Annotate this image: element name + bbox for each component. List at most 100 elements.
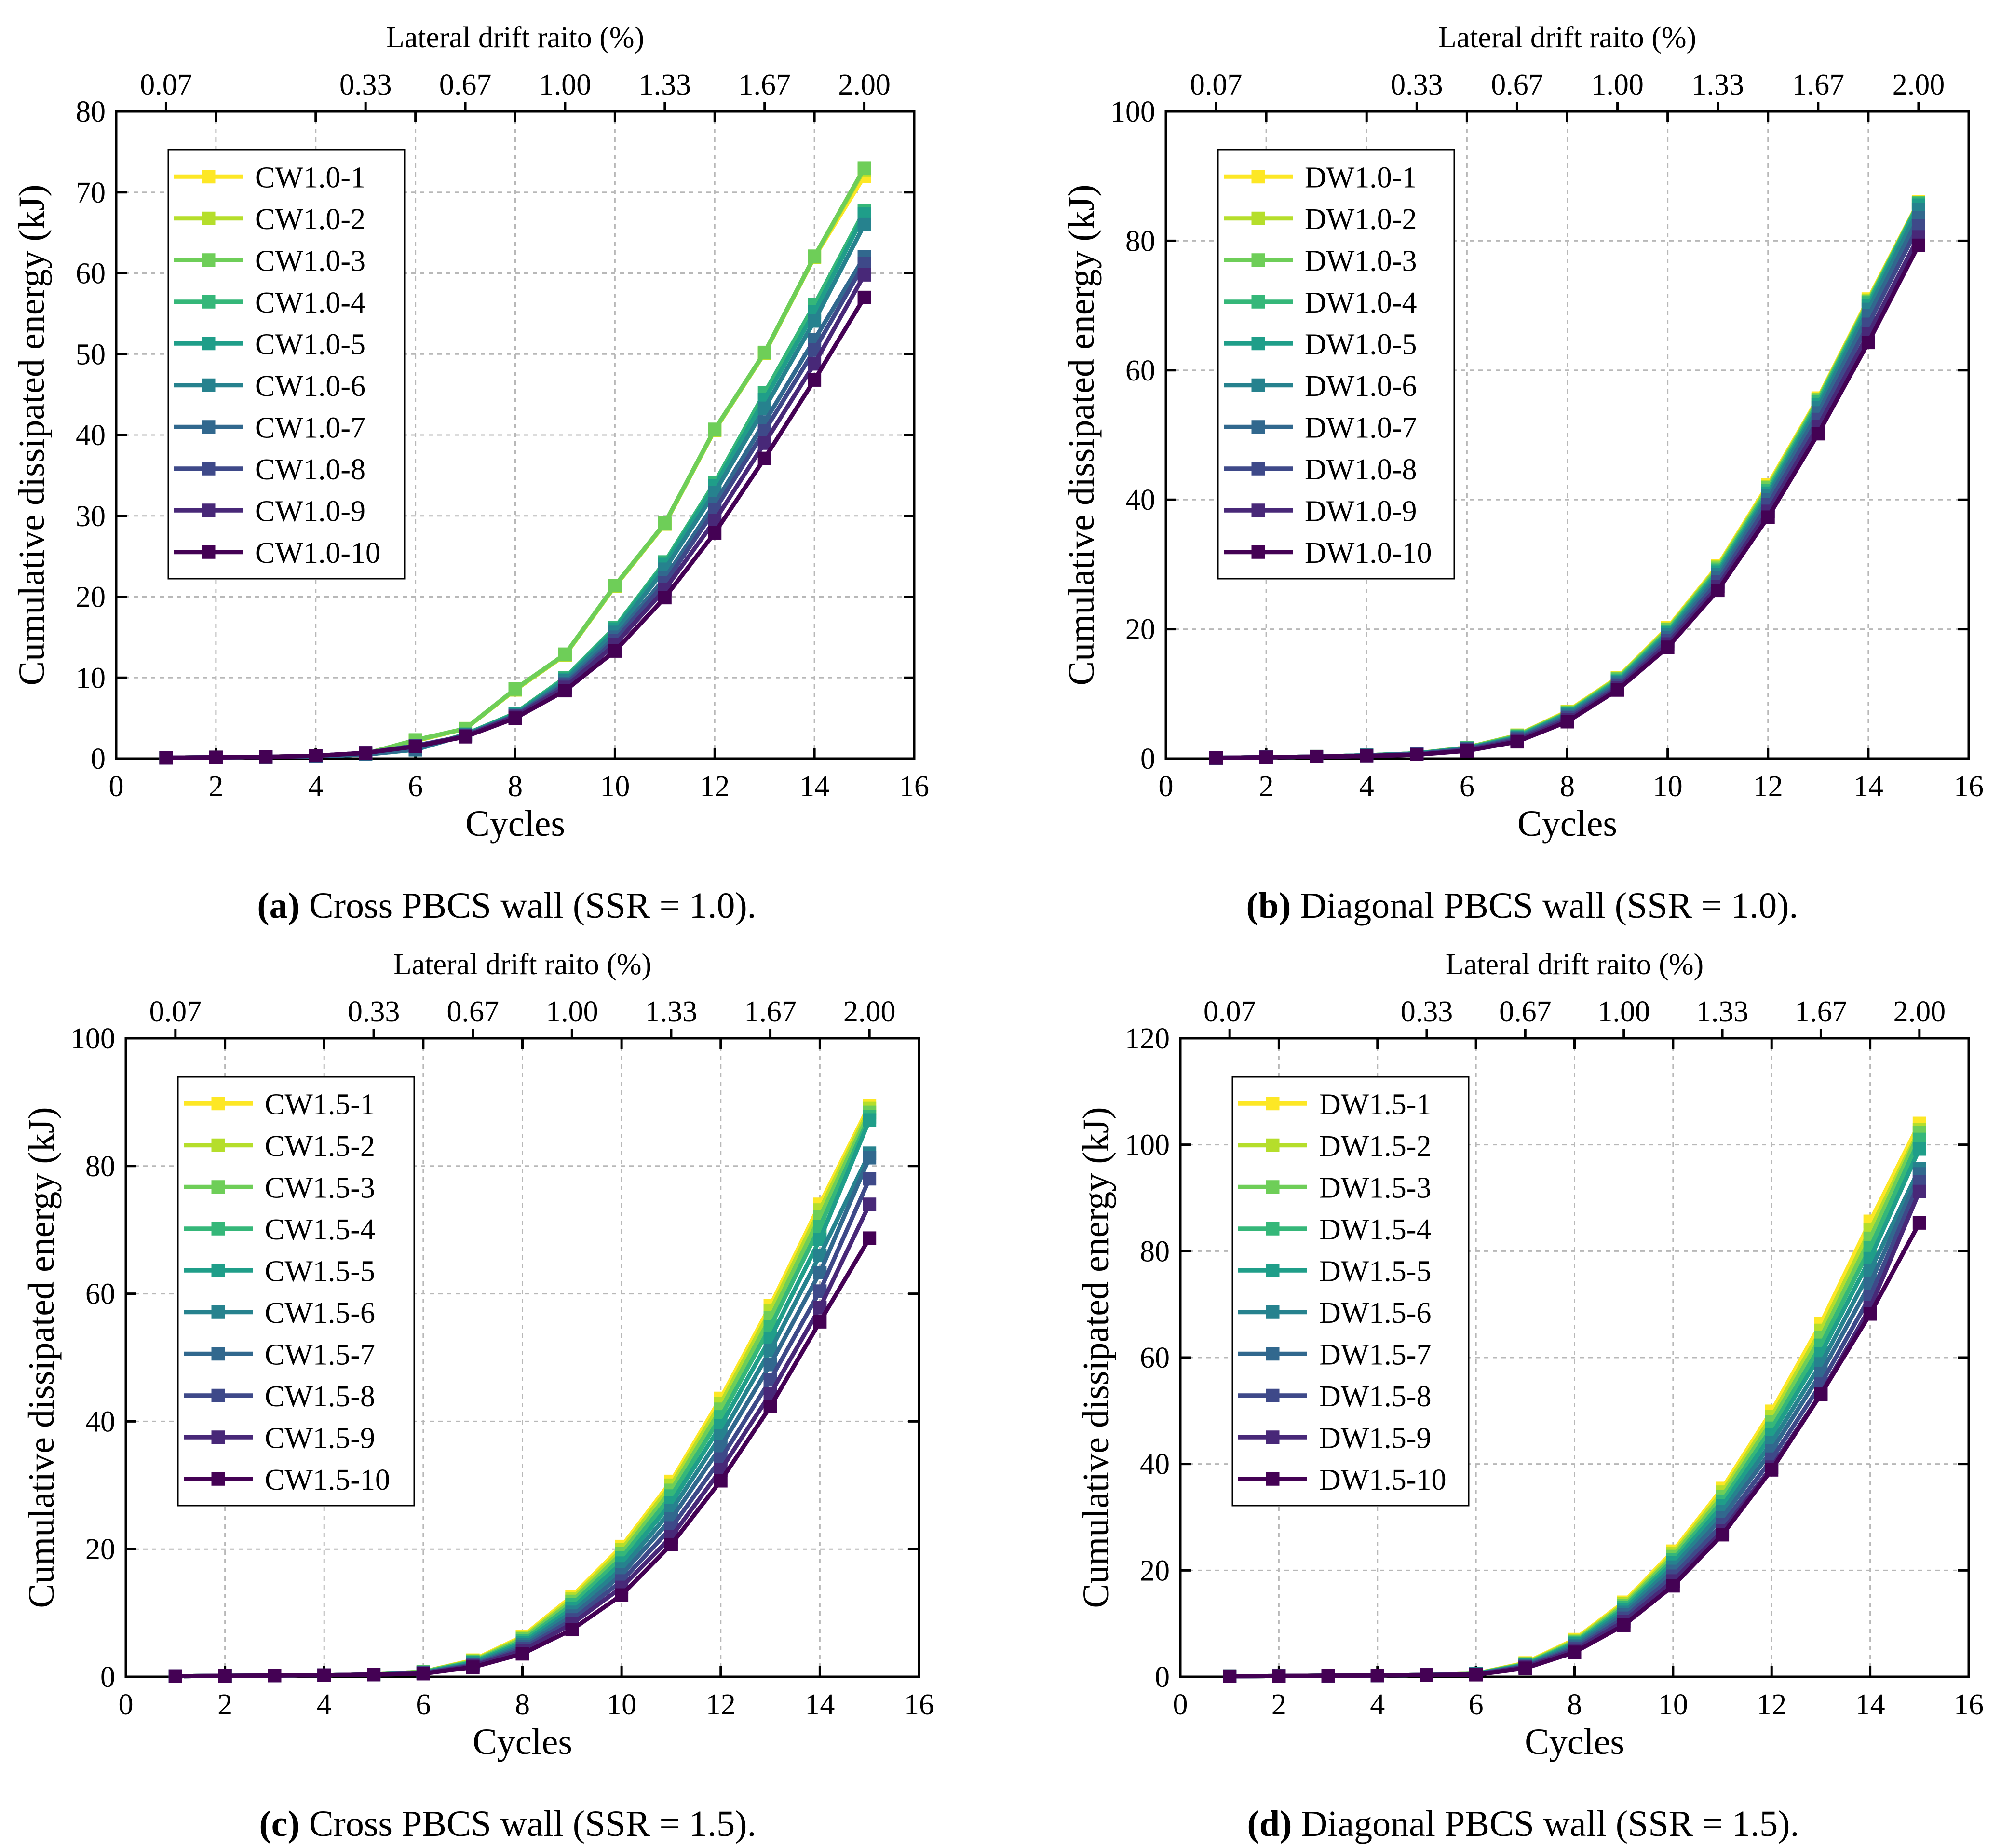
data-point-DW1.0-10: [1259, 750, 1273, 764]
figure-caption: (d) Diagonal PBCS wall (SSR = 1.5).: [1247, 1804, 1799, 1844]
legend-label: CW1.0-6: [255, 370, 365, 403]
legend-label: DW1.0-2: [1305, 203, 1417, 236]
top-axis-tick-label: 1.00: [546, 995, 598, 1028]
data-point-CW1.0-10: [259, 750, 273, 764]
data-point-DW1.0-10: [1861, 336, 1875, 350]
legend-swatch-marker: [1251, 503, 1265, 517]
data-point-CW1.5-9: [863, 1197, 877, 1211]
data-point-CW1.5-10: [664, 1537, 678, 1551]
x-axis-title: Cycles: [465, 803, 565, 844]
x-tick-label: 8: [515, 1688, 530, 1721]
y-tick-label: 20: [85, 1533, 115, 1566]
chart-panel-2: 0 2 4 6 8 10 12 14 16 0 20 40 60 80 100 0.07 0.33 0.67 1.0…: [21, 948, 934, 1844]
legend-label: CW1.5-3: [265, 1171, 375, 1204]
legend-label: DW1.5-6: [1319, 1297, 1431, 1330]
legend-label: CW1.5-4: [265, 1213, 375, 1246]
x-axis-title: Cycles: [473, 1722, 572, 1762]
y-tick-label: 70: [76, 177, 106, 209]
top-axis-tick-label: 1.67: [744, 995, 797, 1028]
top-axis-tick-label: 0.07: [1190, 68, 1243, 101]
data-point-CW1.0-3: [757, 345, 771, 359]
caption-text: Diagonal PBCS wall (SSR = 1.5).: [1292, 1804, 1799, 1844]
legend-swatch-marker: [202, 503, 216, 517]
legend-label: DW1.5-5: [1319, 1255, 1431, 1288]
y-tick-label: 60: [1125, 354, 1155, 387]
x-tick-label: 2: [1271, 1688, 1286, 1721]
x-tick-label: 16: [904, 1688, 934, 1721]
legend-swatch-marker: [211, 1222, 225, 1236]
legend-label: DW1.5-9: [1319, 1422, 1431, 1454]
caption-text: Cross PBCS wall (SSR = 1.0).: [300, 885, 757, 926]
x-tick-label: 10: [607, 1688, 636, 1721]
legend-label: DW1.0-3: [1305, 245, 1417, 277]
legend-swatch-marker: [1251, 337, 1265, 351]
data-point-CW1.0-9: [857, 268, 871, 282]
x-tick-label: 16: [1954, 1688, 1984, 1721]
legend-swatch-marker: [1266, 1388, 1280, 1402]
legend-swatch-marker: [202, 378, 216, 392]
legend-label: CW1.0-5: [255, 328, 365, 361]
x-tick-label: 16: [1954, 770, 1984, 803]
x-tick-label: 0: [1159, 770, 1174, 803]
legend-label: DW1.0-6: [1305, 370, 1417, 403]
top-axis-tick-label: 0.07: [1203, 995, 1256, 1028]
legend-swatch-marker: [202, 420, 216, 434]
data-point-DW1.5-10: [1716, 1528, 1730, 1542]
top-axis-tick-label: 0.67: [1491, 68, 1543, 101]
legend-label: CW1.5-7: [265, 1338, 375, 1371]
legend-swatch-marker: [211, 1305, 225, 1319]
legend-swatch-marker: [211, 1388, 225, 1402]
data-point-CW1.5-10: [268, 1669, 282, 1683]
data-point-DW1.5-10: [1814, 1387, 1828, 1401]
top-axis-tick-label: 1.00: [539, 68, 592, 101]
data-point-CW1.5-5: [863, 1113, 877, 1127]
top-axis-tick-label: 2.00: [843, 995, 896, 1028]
data-point-CW1.5-10: [466, 1660, 480, 1674]
data-point-DW1.5-10: [1370, 1669, 1384, 1683]
data-point-CW1.5-10: [515, 1647, 529, 1661]
legend-label: DW1.5-2: [1319, 1130, 1431, 1163]
legend-label: CW1.0-2: [255, 203, 365, 236]
y-tick-label: 40: [1125, 484, 1155, 516]
x-tick-label: 12: [706, 1688, 736, 1721]
x-tick-label: 2: [208, 770, 223, 803]
y-tick-label: 80: [1125, 225, 1155, 258]
legend-swatch-marker: [211, 1264, 225, 1277]
y-tick-label: 30: [76, 500, 106, 533]
data-point-DW1.0-10: [1410, 747, 1424, 761]
x-tick-label: 8: [508, 770, 523, 803]
x-tick-label: 14: [805, 1688, 835, 1721]
top-axis-title: Lateral drift raito (%): [1438, 21, 1696, 54]
y-tick-label: 60: [85, 1278, 115, 1311]
y-axis-title: Cumulative dissipated energy (kJ): [21, 1107, 62, 1608]
legend-label: DW1.0-10: [1305, 537, 1432, 570]
y-axis-title: Cumulative dissipated energy (kJ): [1061, 184, 1102, 685]
y-tick-label: 80: [1140, 1235, 1170, 1268]
data-point-CW1.5-10: [565, 1623, 579, 1637]
data-point-DW1.5-5: [1912, 1142, 1926, 1156]
legend-label: CW1.0-1: [255, 161, 365, 194]
data-point-CW1.0-10: [209, 750, 223, 764]
figure-caption: (c) Cross PBCS wall (SSR = 1.5).: [259, 1804, 757, 1844]
y-tick-label: 0: [1155, 1661, 1170, 1694]
data-point-DW1.0-10: [1310, 749, 1324, 763]
y-tick-label: 60: [76, 258, 106, 290]
data-point-DW1.5-10: [1912, 1216, 1926, 1230]
legend-swatch-marker: [202, 545, 216, 559]
data-point-DW1.5-10: [1765, 1463, 1779, 1477]
data-point-CW1.5-10: [317, 1668, 331, 1682]
y-tick-label: 20: [1140, 1554, 1170, 1587]
legend-label: DW1.5-7: [1319, 1338, 1431, 1371]
top-axis-tick-label: 1.00: [1591, 68, 1644, 101]
legend-label: CW1.0-10: [255, 537, 380, 570]
legend-label: CW1.0-3: [255, 245, 365, 277]
legend-swatch-marker: [1266, 1347, 1280, 1361]
top-axis-tick-label: 2.00: [1893, 68, 1945, 101]
data-point-DW1.5-10: [1223, 1669, 1237, 1683]
caption-letter: (b): [1246, 885, 1291, 926]
data-point-CW1.0-3: [558, 647, 572, 661]
data-point-CW1.0-10: [658, 591, 672, 605]
caption-letter: (a): [257, 885, 300, 926]
x-tick-label: 4: [317, 1688, 332, 1721]
top-axis-tick-label: 1.33: [639, 68, 691, 101]
